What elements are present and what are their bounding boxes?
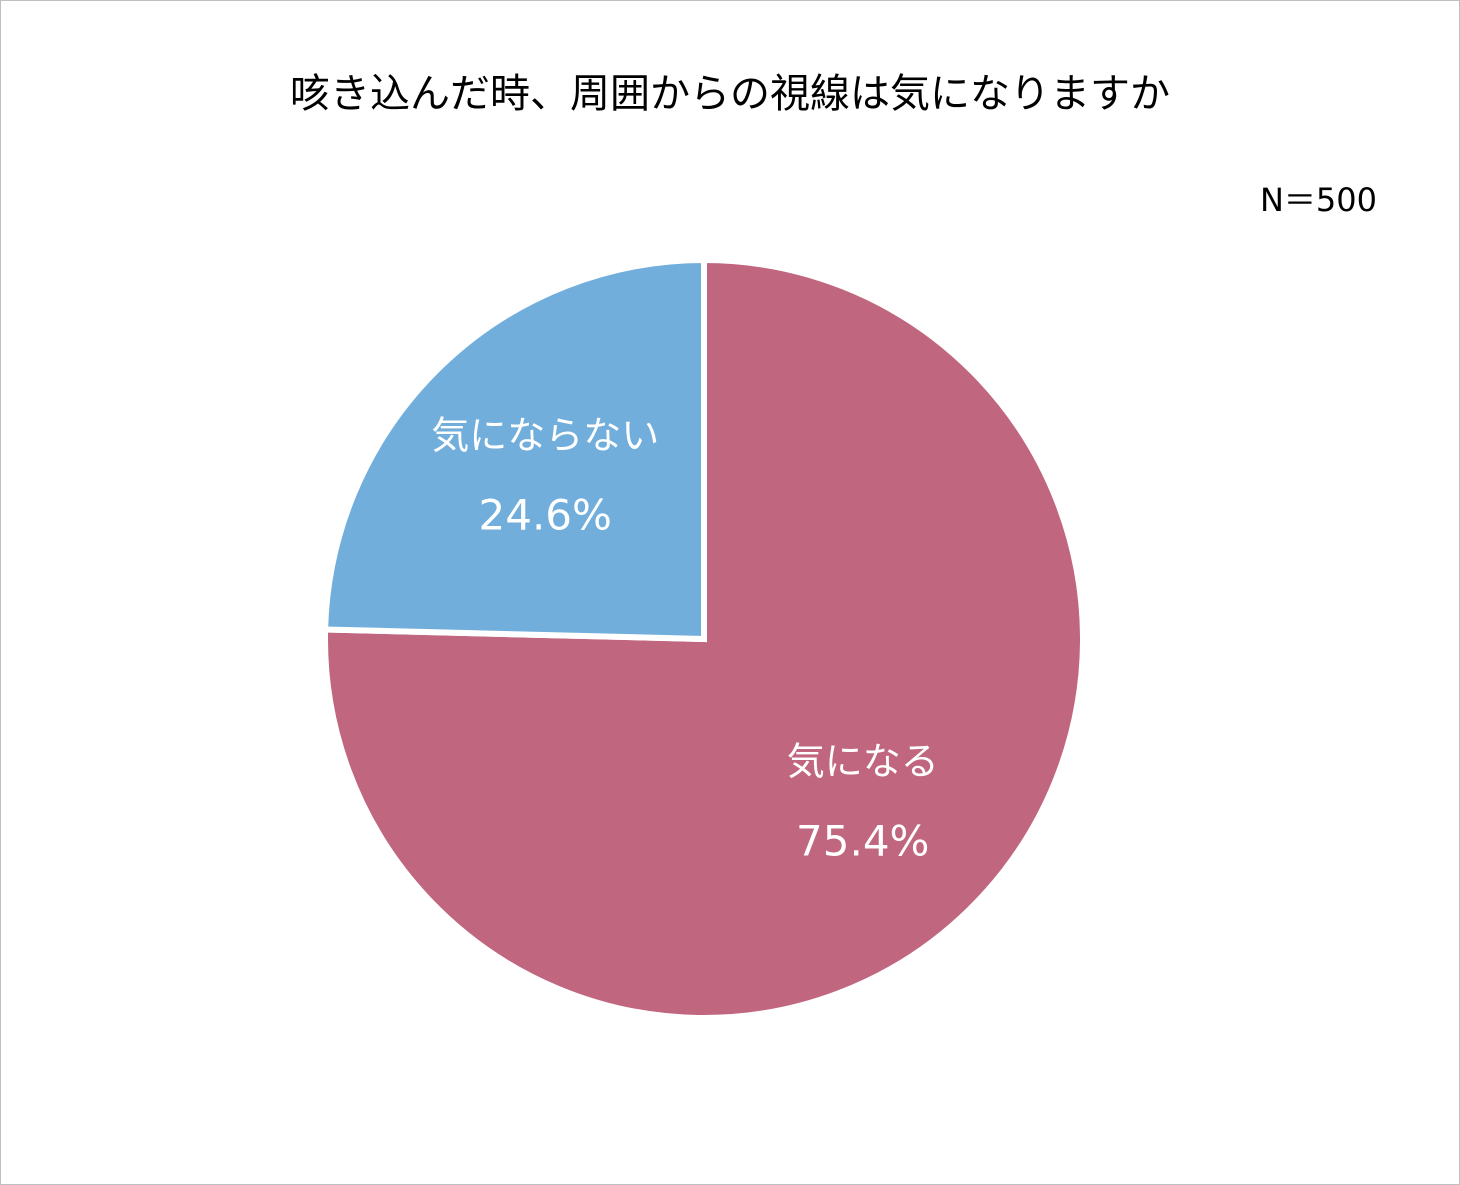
- sample-size: N＝500: [1260, 181, 1377, 219]
- chart-title: 咳き込んだ時、周囲からの視線は気になりますか: [290, 71, 1170, 117]
- slice-label: 気になる: [787, 739, 939, 783]
- slice-value-label: 24.6%: [479, 491, 612, 540]
- slice-label: 気にならない: [431, 414, 659, 458]
- pie-slice: [322, 256, 707, 643]
- slice-value-label: 75.4%: [796, 816, 929, 865]
